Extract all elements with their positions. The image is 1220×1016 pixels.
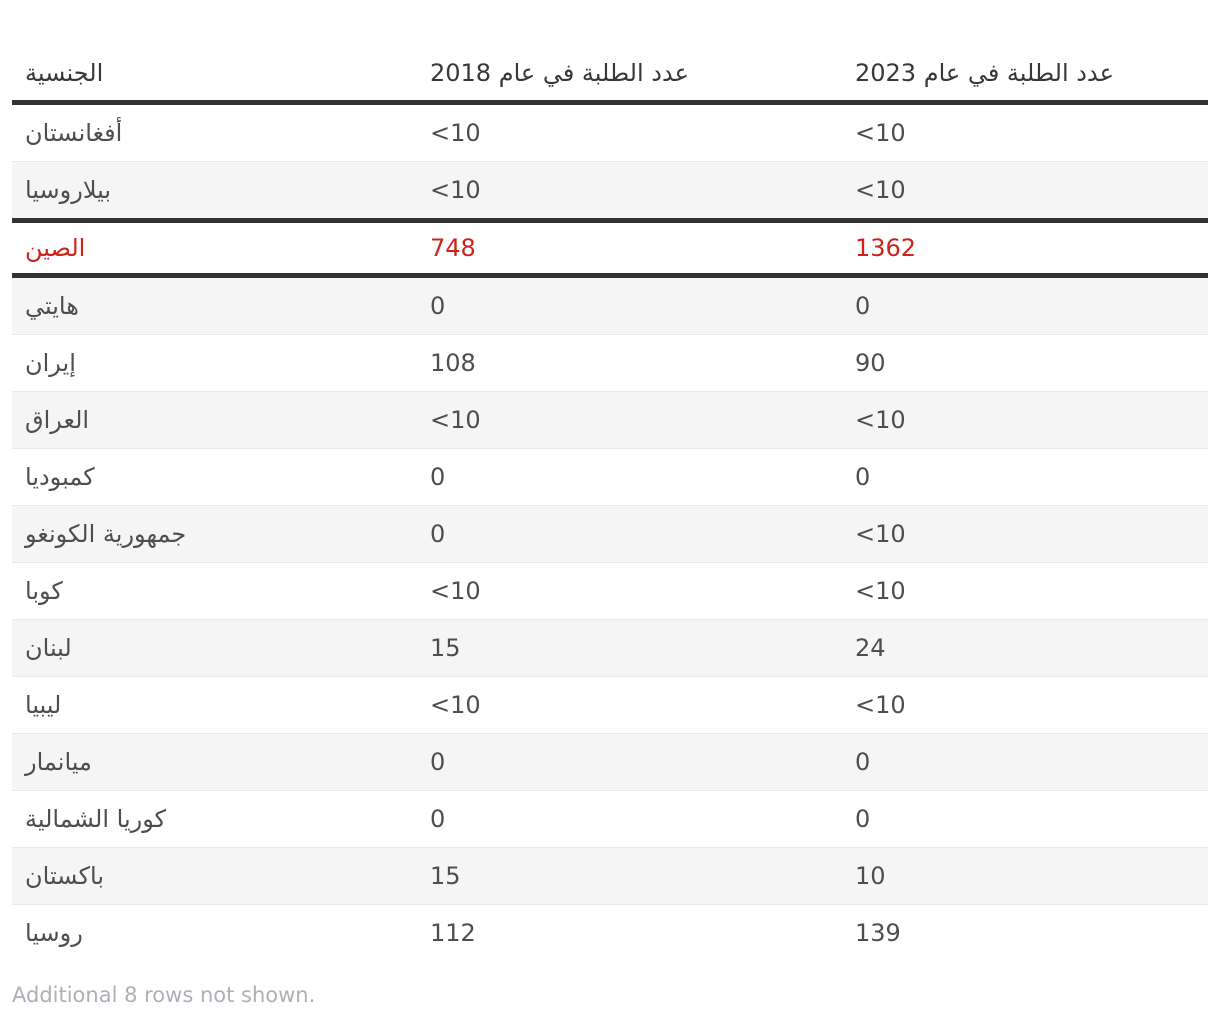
table-row: الصين 748 1362 xyxy=(12,218,1208,278)
cell-y2023: 0 xyxy=(855,733,1208,791)
cell-nationality: الصين xyxy=(12,218,430,278)
cell-nationality: أفغانستان xyxy=(25,119,123,147)
cell-nationality: كمبوديا xyxy=(12,448,430,506)
table-row: العراق <10 <10 xyxy=(12,391,1208,449)
cell-nationality: هايتي xyxy=(12,275,430,335)
cell-y2018: <10 xyxy=(430,562,855,620)
rows-not-shown-note: Additional 8 rows not shown. xyxy=(12,983,316,1007)
cell-y2018: <10 xyxy=(430,161,855,221)
cell-nationality: باكستان xyxy=(12,847,430,905)
cell-nationality: إيران xyxy=(12,334,430,392)
cell-y2023: <10 xyxy=(855,505,1208,563)
cell-y2018: 0 xyxy=(430,505,855,563)
cell-y2018: 0 xyxy=(430,790,855,848)
cell-y2023: 0 xyxy=(855,448,1208,506)
cell-y2018: <10 xyxy=(430,676,855,734)
table-row: كمبوديا 0 0 xyxy=(12,448,1208,506)
students-by-nationality-page: الجنسية عدد الطلبة في عام 2018 عدد الطلب… xyxy=(0,45,1220,1016)
cell-nationality: روسيا xyxy=(12,904,430,961)
cell-nationality: كوبا xyxy=(12,562,430,620)
cell-y2023: 139 xyxy=(855,904,1208,961)
cell-y2023: <10 xyxy=(855,161,1208,221)
students-by-nationality-table: الجنسية عدد الطلبة في عام 2018 عدد الطلب… xyxy=(12,45,1208,961)
table-row: كوريا الشمالية 0 0 xyxy=(12,790,1208,848)
table-row: لبنان 15 24 xyxy=(12,619,1208,677)
cell-y2018: <10 xyxy=(430,391,855,449)
header-row: الجنسية عدد الطلبة في عام 2018 عدد الطلب… xyxy=(12,45,1208,105)
table-row: ميانمار 0 0 xyxy=(12,733,1208,791)
cell-nationality: ليبيا xyxy=(12,676,430,734)
cell-y2018: 748 xyxy=(430,218,855,278)
cell-nationality: كوريا الشمالية xyxy=(12,790,430,848)
table-row: روسيا 112 139 xyxy=(12,904,1208,961)
cell-y2023: <10 xyxy=(855,119,906,147)
cell-nationality: بيلاروسيا xyxy=(12,161,430,221)
cell-y2023: <10 xyxy=(855,391,1208,449)
cell-y2023: 0 xyxy=(855,275,1208,335)
cell-nationality: العراق xyxy=(12,391,430,449)
cell-y2018: 15 xyxy=(430,619,855,677)
cell-y2023: 1362 xyxy=(855,218,1208,278)
cell-nationality: ميانمار xyxy=(12,733,430,791)
cell-y2023: 90 xyxy=(855,334,1208,392)
cell-y2018: 0 xyxy=(430,275,855,335)
table-body: أفغانستان <10 <10 بيلاروسيا <10 <10 الصين 748 13… xyxy=(12,103,1208,961)
column-header-students-2018: عدد الطلبة في عام 2018 xyxy=(430,45,855,105)
cell-nationality: جمهورية الكونغو xyxy=(12,505,430,563)
cell-y2023: <10 xyxy=(855,562,1208,620)
table-row: جمهورية الكونغو 0 <10 xyxy=(12,505,1208,563)
table-row: بيلاروسيا <10 <10 xyxy=(12,161,1208,221)
cell-y2023: 0 xyxy=(855,790,1208,848)
table-row: إيران 108 90 xyxy=(12,334,1208,392)
column-header-students-2023: عدد الطلبة في عام 2023 xyxy=(855,45,1208,105)
cell-y2018: 112 xyxy=(430,904,855,961)
cell-y2018: 0 xyxy=(430,733,855,791)
table-row: كوبا <10 <10 xyxy=(12,562,1208,620)
cell-y2018: 15 xyxy=(430,847,855,905)
table-row: هايتي 0 0 xyxy=(12,275,1208,335)
column-header-nationality: الجنسية xyxy=(12,45,430,105)
cell-y2018: 0 xyxy=(430,448,855,506)
cell-y2018: 108 xyxy=(430,334,855,392)
table-row: باكستان 15 10 xyxy=(12,847,1208,905)
table-row: ليبيا <10 <10 xyxy=(12,676,1208,734)
cell-y2023: 24 xyxy=(855,619,1208,677)
table-row: أفغانستان <10 <10 xyxy=(12,103,1208,162)
cell-nationality: لبنان xyxy=(12,619,430,677)
cell-y2023: 10 xyxy=(855,847,1208,905)
cell-y2018: <10 xyxy=(430,119,481,147)
cell-y2023: <10 xyxy=(855,676,1208,734)
